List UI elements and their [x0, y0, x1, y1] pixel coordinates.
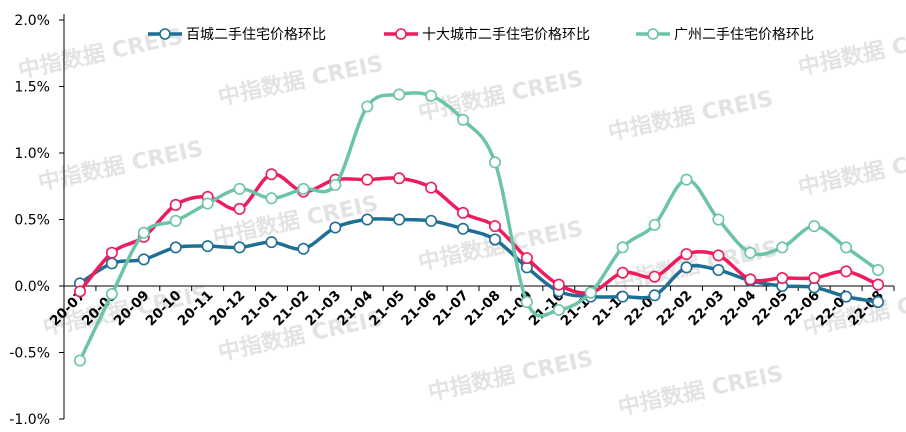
watermark-text: 中指数据 CREIS: [36, 136, 206, 196]
data-point: [297, 242, 310, 255]
y-tick-label: -0.5%: [9, 346, 50, 362]
data-point: [137, 253, 150, 266]
data-point: [457, 206, 470, 219]
data-point: [840, 290, 853, 303]
series-3: [73, 88, 885, 367]
data-point: [616, 290, 629, 303]
data-point: [329, 178, 342, 191]
data-point: [712, 249, 725, 262]
watermark-text: 中指数据 CREIS: [616, 361, 786, 421]
data-point: [616, 266, 629, 279]
data-point: [744, 273, 757, 286]
data-point: [840, 241, 853, 254]
data-point: [520, 295, 533, 308]
data-point: [872, 278, 885, 291]
data-point: [616, 241, 629, 254]
legend-item-3: 广州二手住宅价格环比: [636, 27, 814, 43]
data-point: [808, 220, 821, 233]
legend: 百城二手住宅价格环比 十大城市二手住宅价格环比 广州二手住宅价格环比: [148, 26, 814, 43]
data-point: [552, 278, 565, 291]
data-point: [73, 354, 86, 367]
data-point: [105, 246, 118, 259]
watermark-text: 中指数据 CREIS: [216, 51, 386, 111]
data-point: [105, 287, 118, 300]
legend-marker-swatch: [159, 28, 171, 40]
data-point: [233, 241, 246, 254]
data-point: [488, 156, 501, 169]
data-point: [105, 257, 118, 270]
legend-item-1: 百城二手住宅价格环比: [148, 27, 326, 43]
data-point: [425, 89, 438, 102]
data-point: [488, 233, 501, 246]
data-point: [297, 182, 310, 195]
legend-label: 百城二手住宅价格环比: [186, 27, 326, 43]
data-point: [680, 248, 693, 261]
legend-label: 广州二手住宅价格环比: [674, 27, 814, 43]
data-point: [712, 213, 725, 226]
data-point: [361, 213, 374, 226]
data-point: [233, 202, 246, 215]
data-point: [680, 173, 693, 186]
data-point: [265, 236, 278, 249]
data-point: [457, 113, 470, 126]
series-layer: [73, 88, 885, 367]
y-tick-label: 0.0%: [14, 279, 50, 295]
x-axis: 20-0720-0820-0920-1020-1120-1221-0121-02…: [47, 285, 895, 329]
data-point: [329, 221, 342, 234]
data-point: [169, 241, 182, 254]
data-point: [201, 240, 214, 253]
legend-marker-swatch: [647, 28, 659, 40]
data-point: [776, 241, 789, 254]
data-point: [648, 270, 661, 283]
data-point: [872, 264, 885, 277]
data-point: [520, 252, 533, 265]
data-point: [744, 246, 757, 259]
data-point: [648, 289, 661, 302]
y-tick-label: -1.0%: [9, 412, 50, 428]
legend-marker-swatch: [395, 28, 407, 40]
data-point: [808, 272, 821, 285]
data-point: [361, 100, 374, 113]
data-point: [552, 303, 565, 316]
data-point: [169, 214, 182, 227]
data-point: [425, 214, 438, 227]
data-point: [265, 168, 278, 181]
watermark-text: 中指数据 CREIS: [426, 346, 596, 406]
data-point: [776, 272, 789, 285]
y-axis: -1.0% -0.5% 0.0% 0.5% 1.0% 1.5% 2.0%: [9, 13, 65, 428]
data-point: [393, 172, 406, 185]
data-point: [712, 264, 725, 277]
data-point: [73, 285, 86, 298]
data-point: [488, 220, 501, 233]
data-point: [361, 173, 374, 186]
y-tick-label: 1.0%: [14, 146, 50, 162]
data-point: [648, 218, 661, 231]
data-point: [393, 213, 406, 226]
y-tick-label: 0.5%: [14, 213, 50, 229]
y-tick-label: 2.0%: [14, 13, 50, 29]
data-point: [840, 265, 853, 278]
data-point: [169, 198, 182, 211]
watermark-text: 中指数据 CREIS: [606, 86, 776, 146]
watermark-text: 中指数据 CREIS: [416, 66, 586, 126]
data-point: [393, 88, 406, 101]
data-point: [872, 295, 885, 308]
data-point: [584, 286, 597, 299]
data-point: [137, 226, 150, 239]
legend-item-2: 十大城市二手住宅价格环比: [384, 26, 590, 43]
data-point: [680, 261, 693, 274]
legend-label: 十大城市二手住宅价格环比: [422, 26, 590, 43]
data-point: [233, 182, 246, 195]
data-point: [201, 197, 214, 210]
watermark-text: 中指数据 CREIS: [796, 141, 906, 201]
data-point: [265, 192, 278, 205]
y-tick-label: 1.5%: [14, 80, 50, 96]
data-point: [425, 181, 438, 194]
data-point: [457, 222, 470, 235]
